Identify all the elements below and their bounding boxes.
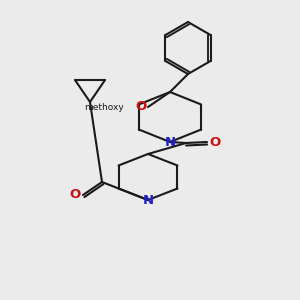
Text: N: N xyxy=(164,136,175,148)
Text: O: O xyxy=(136,100,147,113)
Text: O: O xyxy=(69,188,81,202)
Text: N: N xyxy=(142,194,154,206)
Text: methoxy: methoxy xyxy=(84,103,124,112)
Text: O: O xyxy=(209,136,220,148)
